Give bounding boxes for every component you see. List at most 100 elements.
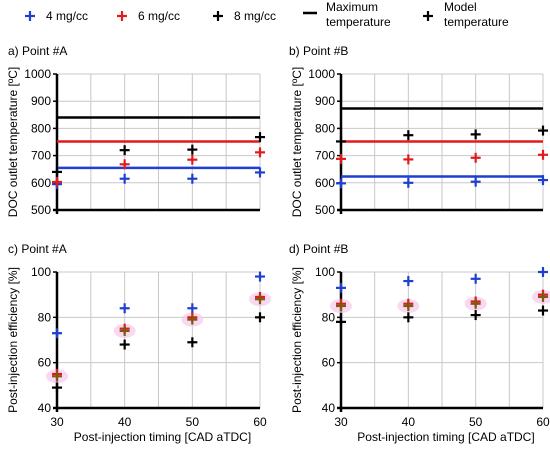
- y-tick-label: 80: [322, 310, 336, 324]
- y-tick-label: 1000: [308, 67, 335, 81]
- data-point: [187, 154, 198, 165]
- data-point: [336, 136, 346, 147]
- panels: a) Point #A 500 600 700 800 900 1000 DOC outlet…: [6, 44, 550, 444]
- data-point: [403, 276, 414, 287]
- data-point: [403, 154, 414, 165]
- data-point: [52, 328, 62, 339]
- legend-label: 4 mg/cc: [46, 9, 88, 23]
- panel-title: a) Point #A: [8, 44, 67, 58]
- legend-label: 6 mg/cc: [138, 9, 180, 23]
- data-point: [403, 301, 414, 311]
- data-point: [470, 129, 481, 140]
- data-point: [336, 301, 346, 311]
- data-point: [119, 303, 130, 314]
- x-axis-label: Post-injection timing [CAD aTDC]: [357, 430, 534, 444]
- data-point: [403, 177, 414, 188]
- data-point: [187, 337, 198, 348]
- data-point: [538, 291, 548, 302]
- data-point: [187, 144, 198, 155]
- data-point: [336, 153, 346, 164]
- data-point: [470, 310, 481, 321]
- data-point: [336, 178, 346, 189]
- x-axis-label: Post-injection timing [CAD aTDC]: [74, 430, 251, 444]
- data-point: [187, 173, 198, 184]
- legend-marker: [213, 11, 223, 21]
- legend-label: temperature: [444, 15, 509, 29]
- data-point: [255, 132, 265, 143]
- x-tick-label: 40: [118, 415, 132, 429]
- data-point: [255, 147, 265, 158]
- y-tick-label: 40: [38, 401, 52, 415]
- legend-label: Model: [444, 0, 477, 14]
- data-point: [255, 312, 265, 323]
- legend-label: 8 mg/cc: [234, 9, 276, 23]
- data-point: [255, 294, 265, 305]
- x-tick-label: 60: [536, 415, 550, 429]
- legend-marker: [117, 11, 127, 21]
- y-tick-label: 500: [315, 203, 335, 217]
- legend-marker: [423, 11, 433, 21]
- panel-title: d) Point #B: [289, 242, 348, 256]
- y-tick-label: 700: [31, 149, 51, 163]
- data-point: [119, 145, 130, 156]
- data-point: [470, 176, 481, 187]
- data-point: [119, 339, 130, 350]
- y-axis-label: DOC outlet temperature [ºC]: [6, 67, 20, 217]
- data-point: [470, 273, 481, 284]
- y-tick-label: 800: [31, 121, 51, 135]
- data-point: [119, 159, 130, 170]
- x-tick-label: 50: [469, 415, 483, 429]
- data-point: [538, 267, 548, 277]
- data-point: [538, 175, 548, 186]
- chart-panel: a) Point #A 500 600 700 800 900 1000 DOC outlet…: [6, 44, 265, 217]
- y-tick-label: 100: [315, 265, 335, 279]
- legend-label: temperature: [326, 15, 391, 29]
- data-point: [187, 303, 198, 314]
- x-tick-label: 50: [186, 415, 200, 429]
- y-axis-label: Post-injection efficiency [%]: [290, 267, 304, 413]
- data-point: [187, 314, 198, 325]
- legend-label: Maximum: [326, 0, 378, 14]
- y-tick-label: 900: [31, 94, 51, 108]
- data-point: [336, 316, 346, 327]
- x-tick-label: 40: [402, 415, 416, 429]
- y-tick-label: 500: [31, 203, 51, 217]
- y-tick-label: 60: [322, 356, 336, 370]
- y-tick-label: 80: [38, 310, 52, 324]
- data-point: [403, 130, 414, 141]
- panel-title: b) Point #B: [289, 44, 348, 58]
- y-tick-label: 100: [31, 265, 51, 279]
- y-tick-label: 800: [315, 121, 335, 135]
- data-point: [470, 298, 481, 309]
- data-point: [52, 176, 62, 187]
- data-point: [255, 271, 265, 282]
- data-point: [403, 312, 414, 323]
- x-tick-label: 60: [253, 415, 267, 429]
- y-tick-label: 60: [38, 356, 52, 370]
- data-point: [52, 382, 62, 393]
- y-axis-label: DOC outlet temperature [ºC]: [290, 67, 304, 217]
- data-point: [538, 305, 548, 316]
- data-point: [336, 282, 346, 293]
- y-tick-label: 600: [315, 176, 335, 190]
- y-tick-label: 900: [315, 94, 335, 108]
- x-tick-label: 30: [50, 415, 64, 429]
- data-point: [119, 325, 130, 336]
- y-tick-label: 40: [322, 401, 336, 415]
- chart-panel: b) Point #B 500 600 700 800 900 1000 DOC outlet…: [289, 44, 548, 217]
- legend-item: 6 mg/cc: [117, 9, 180, 23]
- legend-marker: [25, 11, 35, 21]
- data-point: [52, 371, 62, 382]
- y-tick-label: 1000: [24, 67, 51, 81]
- legend: 4 mg/cc 6 mg/cc 8 mg/ccMaximumtemperatureM…: [25, 0, 509, 29]
- data-point: [538, 149, 548, 160]
- data-point: [119, 173, 130, 184]
- data-point: [538, 125, 548, 136]
- panel-title: c) Point #A: [8, 242, 67, 256]
- legend-item: 8 mg/cc: [213, 9, 276, 23]
- data-point: [52, 166, 62, 177]
